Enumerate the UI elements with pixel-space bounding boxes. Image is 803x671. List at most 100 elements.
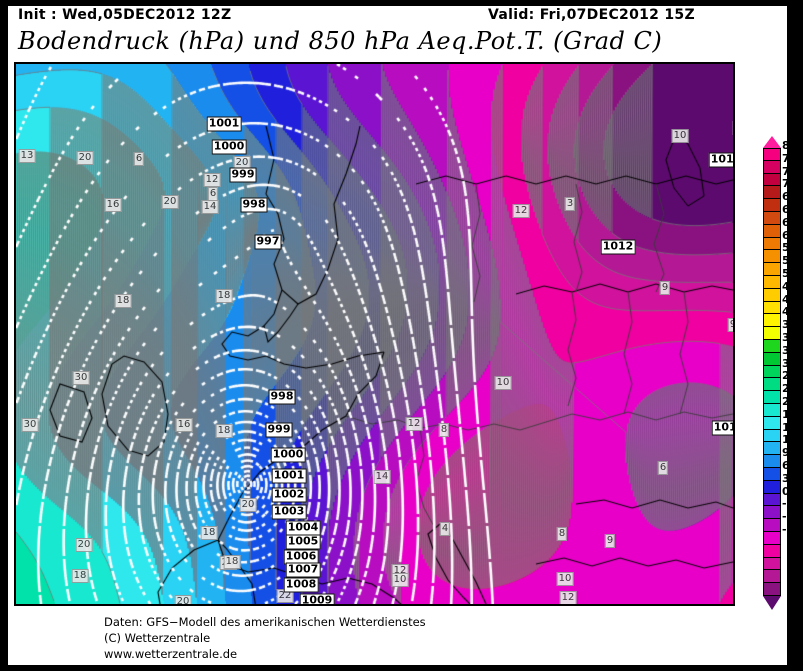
colorbar-tick-label: 60 xyxy=(782,228,798,242)
credits-block: Daten: GFS−Modell des amerikanischen Wet… xyxy=(104,614,426,662)
temperature-contour-label: 14 xyxy=(201,200,219,214)
colorbar-tick-label: 30 xyxy=(782,356,798,370)
colorbar-tick-label: 45 xyxy=(782,292,798,306)
colorbar-swatch xyxy=(763,327,781,340)
colorbar-tick-label: 24 xyxy=(782,382,798,396)
colorbar-tick-label: 33 xyxy=(782,343,798,357)
colorbar-swatch xyxy=(763,442,781,456)
colorbar-swatch xyxy=(763,519,781,532)
pressure-contour-label: 1000 xyxy=(211,139,247,155)
temperature-contour-label: 18 xyxy=(215,424,233,438)
colorbar-tick-label: 54 xyxy=(782,254,798,268)
temperature-contour-label: 10 xyxy=(556,572,574,586)
colorbar-swatch xyxy=(763,506,781,520)
colorbar-tick-label: 63 xyxy=(782,215,798,229)
colorbar-swatch xyxy=(763,429,781,443)
colorbar-swatch xyxy=(763,148,781,161)
colorbar-swatch xyxy=(763,583,781,596)
pressure-contour-label: 1005 xyxy=(285,534,321,550)
page-title: Bodendruck (hPa) und 850 hPa Aeq.Pot.T. … xyxy=(18,27,663,55)
temperature-contour-label: 18 xyxy=(200,526,218,540)
temperature-contour-label: 18 xyxy=(223,555,241,569)
colorbar-swatch xyxy=(763,160,781,174)
colorbar-tick-label: 36 xyxy=(782,330,798,344)
colorbar-tick-label: 3 xyxy=(782,471,790,485)
pressure-contour-label: 998 xyxy=(240,197,268,213)
temperature-contour-label: 20 xyxy=(76,151,94,165)
map-frame[interactable]: 13 20 6 16 20 12 20 6 14 18 18 30 30 16 18 18 20 20 18 20 22… xyxy=(14,62,735,606)
colorbar-swatch xyxy=(763,531,781,545)
colorbar-tick-label: 66 xyxy=(782,202,798,216)
colorbar-swatch xyxy=(763,211,781,225)
header-bar: Init : Wed,05DEC2012 12Z Valid: Fri,07DE… xyxy=(8,6,787,28)
pressure-contour-label: 1007 xyxy=(285,562,321,578)
colorbar-tick-label: 51 xyxy=(782,266,798,280)
weather-map-canvas[interactable] xyxy=(16,64,733,604)
temperature-contour-label: 13 xyxy=(18,149,36,163)
colorbar-tick-label: 48 xyxy=(782,279,798,293)
temperature-contour-label: 6 xyxy=(207,187,219,201)
colorbar-swatch xyxy=(763,544,781,558)
pressure-contour-label: 1008 xyxy=(283,577,319,593)
colorbar-swatch xyxy=(763,493,781,507)
temperature-contour-label: 14 xyxy=(373,470,391,484)
temperature-contour-label: 10 xyxy=(671,129,689,143)
colorbar-tick-label: 57 xyxy=(782,241,798,255)
colorbar-tick-label: -6 xyxy=(782,510,795,524)
colorbar-swatch xyxy=(763,314,781,328)
credits-line-copyright: (C) Wetterzentrale xyxy=(104,631,211,645)
temperature-contour-label: 12 xyxy=(203,173,221,187)
pressure-contour-label: 1001 xyxy=(271,468,307,484)
credits-line-data: Daten: GFS−Modell des amerikanischen Wet… xyxy=(104,615,426,629)
colorbar-tick-label: 78 xyxy=(782,151,798,165)
temperature-contour-label: 30 xyxy=(21,418,39,432)
temperature-contour-label: 16 xyxy=(104,198,122,212)
colorbar-tick-label: -3 xyxy=(782,497,795,511)
colorbar-swatch xyxy=(763,455,781,468)
colorbar-tick-label: 69 xyxy=(782,190,798,204)
colorbar-tick-label: 12 xyxy=(782,433,798,447)
colorbar-swatch xyxy=(763,480,781,494)
colorbar-tick-label: 21 xyxy=(782,394,798,408)
pressure-contour-label: 1009 xyxy=(299,593,335,604)
pressure-contour-label: 1000 xyxy=(270,447,306,463)
colorbar-swatch xyxy=(763,250,781,264)
colorbar-swatch xyxy=(763,186,781,200)
temperature-contour-label: 12 xyxy=(512,204,530,218)
colorbar-swatch xyxy=(763,416,781,430)
temperature-contour-label: 9 xyxy=(604,534,616,548)
temperature-contour-label: 4 xyxy=(439,522,451,536)
colorbar-tick-label: 72 xyxy=(782,177,798,191)
pressure-contour-label: 997 xyxy=(254,234,282,250)
colorbar-swatch xyxy=(763,173,781,187)
colorbar-swatch xyxy=(763,365,781,379)
colorbar-swatch xyxy=(763,224,781,238)
credits-line-website[interactable]: www.wetterzentrale.de xyxy=(104,647,238,661)
temperature-contour-label: 6 xyxy=(133,152,145,166)
init-time-label: Init : Wed,05DEC2012 12Z xyxy=(18,7,232,23)
temperature-contour-label: 3 xyxy=(564,197,576,211)
colorbar-tick-label: 27 xyxy=(782,369,798,383)
colorbar-tick-label: 6 xyxy=(782,458,790,472)
temperature-colorbar: 81 78 75 72 69 66 63 60 57 54 51 48 45 42 39 36 33 30 27 24… xyxy=(755,136,801,610)
colorbar-tick-label: 15 xyxy=(782,420,798,434)
colorbar-swatch xyxy=(763,352,781,366)
temperature-contour-label: 18 xyxy=(71,569,89,583)
colorbar-swatch xyxy=(763,570,781,584)
colorbar-top-arrow-icon xyxy=(763,136,781,148)
colorbar-bottom-arrow-icon xyxy=(763,596,781,610)
temperature-contour-label: 8 xyxy=(438,423,450,437)
colorbar-tick-label: 0 xyxy=(782,484,790,498)
colorbar-swatch xyxy=(763,557,781,571)
pressure-contour-label: 1001 xyxy=(206,116,242,132)
temperature-contour-label: 20 xyxy=(174,595,192,604)
temperature-contour-label: 20 xyxy=(239,498,257,512)
colorbar-swatch xyxy=(763,199,781,212)
colorbar-tick-label: 9 xyxy=(782,446,790,460)
temperature-contour-label: 18 xyxy=(114,294,132,308)
temperature-contour-label: 3 xyxy=(732,121,733,135)
colorbar-swatch xyxy=(763,391,781,404)
temperature-contour-label: 8 xyxy=(556,527,568,541)
